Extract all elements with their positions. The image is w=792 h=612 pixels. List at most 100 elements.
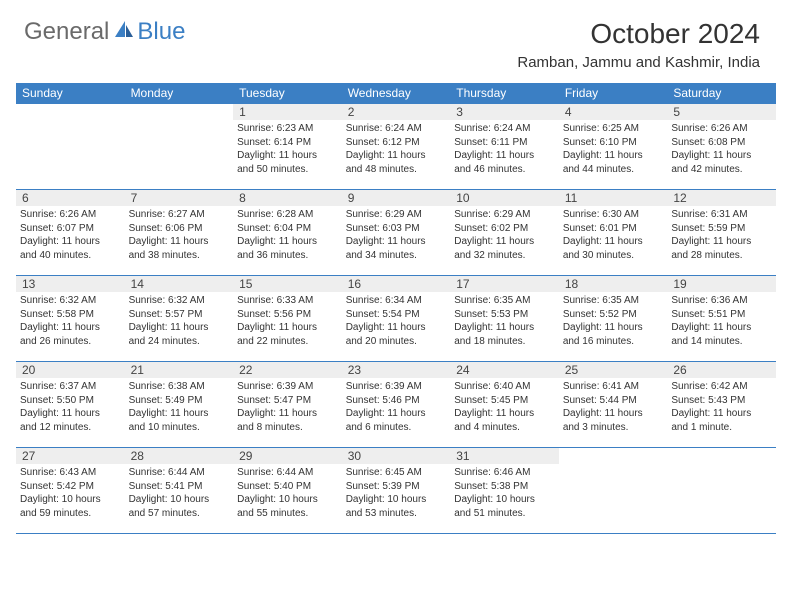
sunrise-text: Sunrise: 6:34 AM [346,294,447,308]
cell-body: Sunrise: 6:23 AMSunset: 6:14 PMDaylight:… [233,120,342,178]
daylight1-text: Daylight: 11 hours [671,235,772,249]
sunrise-text: Sunrise: 6:27 AM [129,208,230,222]
month-title: October 2024 [517,18,760,50]
day-number: 4 [559,104,668,120]
sunrise-text: Sunrise: 6:44 AM [237,466,338,480]
sunrise-text: Sunrise: 6:29 AM [454,208,555,222]
calendar-cell: 30Sunrise: 6:45 AMSunset: 5:39 PMDayligh… [342,448,451,534]
sunset-text: Sunset: 6:10 PM [563,136,664,150]
daylight1-text: Daylight: 11 hours [20,235,121,249]
sunrise-text: Sunrise: 6:28 AM [237,208,338,222]
day-number: 6 [16,190,125,206]
daylight2-text: and 38 minutes. [129,249,230,263]
brand-name-part1: General [24,18,109,46]
sunset-text: Sunset: 5:57 PM [129,308,230,322]
sunset-text: Sunset: 6:12 PM [346,136,447,150]
cell-body: Sunrise: 6:27 AMSunset: 6:06 PMDaylight:… [125,206,234,264]
daylight1-text: Daylight: 11 hours [346,407,447,421]
calendar-cell: 28Sunrise: 6:44 AMSunset: 5:41 PMDayligh… [125,448,234,534]
daylight2-text: and 14 minutes. [671,335,772,349]
calendar-cell: 6Sunrise: 6:26 AMSunset: 6:07 PMDaylight… [16,190,125,276]
location-text: Ramban, Jammu and Kashmir, India [517,54,760,71]
sunrise-text: Sunrise: 6:46 AM [454,466,555,480]
cell-body: Sunrise: 6:24 AMSunset: 6:12 PMDaylight:… [342,120,451,178]
daylight2-text: and 34 minutes. [346,249,447,263]
sunset-text: Sunset: 6:08 PM [671,136,772,150]
daylight1-text: Daylight: 11 hours [563,321,664,335]
cell-body: Sunrise: 6:32 AMSunset: 5:57 PMDaylight:… [125,292,234,350]
calendar-cell: 19Sunrise: 6:36 AMSunset: 5:51 PMDayligh… [667,276,776,362]
calendar-cell: 11Sunrise: 6:30 AMSunset: 6:01 PMDayligh… [559,190,668,276]
cell-body: Sunrise: 6:32 AMSunset: 5:58 PMDaylight:… [16,292,125,350]
title-block: October 2024 Ramban, Jammu and Kashmir, … [517,18,760,71]
sunset-text: Sunset: 5:46 PM [346,394,447,408]
calendar-cell: 21Sunrise: 6:38 AMSunset: 5:49 PMDayligh… [125,362,234,448]
daylight2-text: and 30 minutes. [563,249,664,263]
calendar-cell: 20Sunrise: 6:37 AMSunset: 5:50 PMDayligh… [16,362,125,448]
sunrise-text: Sunrise: 6:39 AM [237,380,338,394]
calendar-cell: 23Sunrise: 6:39 AMSunset: 5:46 PMDayligh… [342,362,451,448]
daylight2-text: and 44 minutes. [563,163,664,177]
calendar-cell: 3Sunrise: 6:24 AMSunset: 6:11 PMDaylight… [450,104,559,190]
calendar-cell: 9Sunrise: 6:29 AMSunset: 6:03 PMDaylight… [342,190,451,276]
sunrise-text: Sunrise: 6:40 AM [454,380,555,394]
calendar-cell: 15Sunrise: 6:33 AMSunset: 5:56 PMDayligh… [233,276,342,362]
day-number: 1 [233,104,342,120]
day-number: 7 [125,190,234,206]
calendar-cell: 31Sunrise: 6:46 AMSunset: 5:38 PMDayligh… [450,448,559,534]
calendar-week-row: 20Sunrise: 6:37 AMSunset: 5:50 PMDayligh… [16,362,776,448]
day-number: 22 [233,362,342,378]
daylight1-text: Daylight: 11 hours [671,407,772,421]
sunset-text: Sunset: 5:39 PM [346,480,447,494]
daylight1-text: Daylight: 11 hours [237,321,338,335]
sunrise-text: Sunrise: 6:41 AM [563,380,664,394]
calendar-table: Sunday Monday Tuesday Wednesday Thursday… [16,83,776,534]
day-number: 9 [342,190,451,206]
weekday-header: Wednesday [342,83,451,104]
sunset-text: Sunset: 5:38 PM [454,480,555,494]
day-number: 28 [125,448,234,464]
daylight1-text: Daylight: 11 hours [563,407,664,421]
daylight2-text: and 28 minutes. [671,249,772,263]
sunset-text: Sunset: 5:41 PM [129,480,230,494]
daylight2-text: and 24 minutes. [129,335,230,349]
sunrise-text: Sunrise: 6:36 AM [671,294,772,308]
sunset-text: Sunset: 5:51 PM [671,308,772,322]
daylight1-text: Daylight: 11 hours [129,321,230,335]
sunset-text: Sunset: 6:01 PM [563,222,664,236]
calendar-cell: 13Sunrise: 6:32 AMSunset: 5:58 PMDayligh… [16,276,125,362]
cell-body: Sunrise: 6:26 AMSunset: 6:08 PMDaylight:… [667,120,776,178]
cell-body: Sunrise: 6:46 AMSunset: 5:38 PMDaylight:… [450,464,559,522]
calendar-cell [667,448,776,534]
day-number: 11 [559,190,668,206]
cell-body: Sunrise: 6:29 AMSunset: 6:02 PMDaylight:… [450,206,559,264]
calendar-cell: 1Sunrise: 6:23 AMSunset: 6:14 PMDaylight… [233,104,342,190]
cell-body: Sunrise: 6:31 AMSunset: 5:59 PMDaylight:… [667,206,776,264]
sunrise-text: Sunrise: 6:33 AM [237,294,338,308]
day-number: 16 [342,276,451,292]
brand-logo: General Blue [24,18,185,46]
daylight2-text: and 59 minutes. [20,507,121,521]
sunset-text: Sunset: 5:40 PM [237,480,338,494]
weekday-header: Friday [559,83,668,104]
day-number: 30 [342,448,451,464]
day-number: 17 [450,276,559,292]
sunrise-text: Sunrise: 6:29 AM [346,208,447,222]
weekday-header-row: Sunday Monday Tuesday Wednesday Thursday… [16,83,776,104]
sunrise-text: Sunrise: 6:26 AM [20,208,121,222]
cell-body: Sunrise: 6:34 AMSunset: 5:54 PMDaylight:… [342,292,451,350]
sunset-text: Sunset: 6:06 PM [129,222,230,236]
sunrise-text: Sunrise: 6:42 AM [671,380,772,394]
weekday-header: Monday [125,83,234,104]
daylight2-text: and 26 minutes. [20,335,121,349]
weekday-header: Tuesday [233,83,342,104]
calendar-cell: 14Sunrise: 6:32 AMSunset: 5:57 PMDayligh… [125,276,234,362]
daylight1-text: Daylight: 11 hours [454,407,555,421]
sunset-text: Sunset: 5:44 PM [563,394,664,408]
day-number: 24 [450,362,559,378]
cell-body: Sunrise: 6:43 AMSunset: 5:42 PMDaylight:… [16,464,125,522]
cell-body: Sunrise: 6:33 AMSunset: 5:56 PMDaylight:… [233,292,342,350]
daylight1-text: Daylight: 11 hours [346,321,447,335]
day-number: 29 [233,448,342,464]
calendar-cell: 22Sunrise: 6:39 AMSunset: 5:47 PMDayligh… [233,362,342,448]
